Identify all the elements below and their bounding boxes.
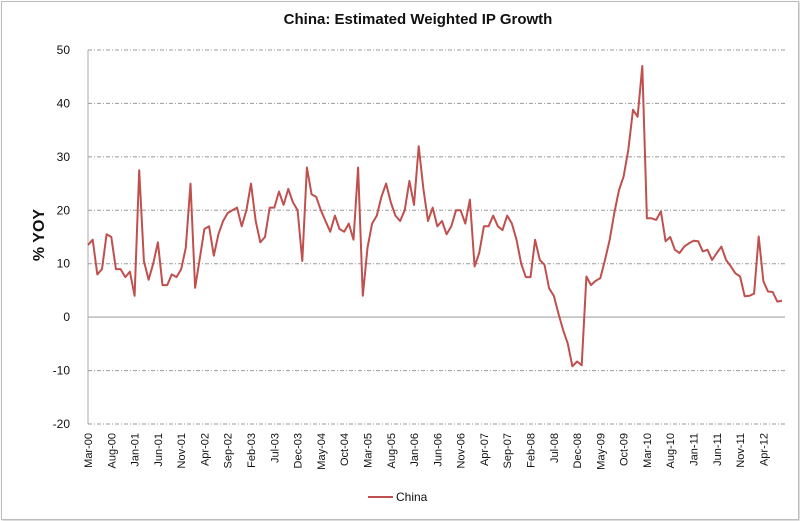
x-tick-label: Sep-02 <box>223 433 235 468</box>
x-tick-label: Feb-03 <box>246 433 258 468</box>
x-tick-label: Nov-06 <box>456 433 468 468</box>
x-tick-label: Feb-08 <box>525 433 537 468</box>
x-tick-label: Jun-06 <box>432 433 444 467</box>
x-tick-label: Apr-12 <box>758 433 770 466</box>
x-tick-label: Mar-05 <box>362 433 374 468</box>
legend-label-china: China <box>396 490 428 504</box>
x-tick-label: Jan-01 <box>130 433 142 467</box>
x-tick-label: Jun-11 <box>712 433 724 466</box>
y-axis-label: % YOY <box>31 209 48 262</box>
x-tick-label: Jun-01 <box>153 433 165 467</box>
y-tick-label: 0 <box>63 310 70 324</box>
y-tick-label: 10 <box>57 257 71 271</box>
x-tick-label: May-04 <box>316 433 328 470</box>
x-tick-label: Apr-07 <box>479 433 491 466</box>
x-tick-label: Dec-03 <box>293 433 305 468</box>
y-tick-label: 50 <box>57 43 71 57</box>
y-tick-label: 30 <box>57 150 71 164</box>
legend: China <box>368 490 428 504</box>
x-tick-label: Aug-00 <box>106 433 118 468</box>
x-tick-label: Mar-10 <box>642 433 654 468</box>
x-tick-label: Mar-00 <box>83 433 95 468</box>
x-tick-label: May-09 <box>595 433 607 470</box>
y-tick-label: 20 <box>57 203 71 217</box>
x-tick-label: Oct-04 <box>339 433 351 466</box>
x-tick-label: Nov-11 <box>735 433 747 468</box>
x-tick-label: Jan-06 <box>409 433 421 467</box>
y-tick-label: -20 <box>53 417 71 431</box>
x-tick-label: Oct-09 <box>619 433 631 466</box>
series-line-china <box>87 65 783 368</box>
y-tick-label: 40 <box>57 96 71 110</box>
x-tick-label: Aug-10 <box>665 433 677 468</box>
x-tick-label: Jul-03 <box>269 433 281 463</box>
x-tick-label: Sep-07 <box>502 433 514 468</box>
x-tick-label: Nov-01 <box>176 433 188 468</box>
chart-title: China: Estimated Weighted IP Growth <box>284 11 553 28</box>
x-tick-label: Dec-08 <box>572 433 584 468</box>
x-tick-label: Jan-11 <box>689 433 701 466</box>
x-tick-label: Aug-05 <box>386 433 398 468</box>
x-tick-label: Jul-08 <box>549 433 561 463</box>
y-tick-label: -10 <box>53 364 71 378</box>
x-tick-label: Apr-02 <box>199 433 211 466</box>
